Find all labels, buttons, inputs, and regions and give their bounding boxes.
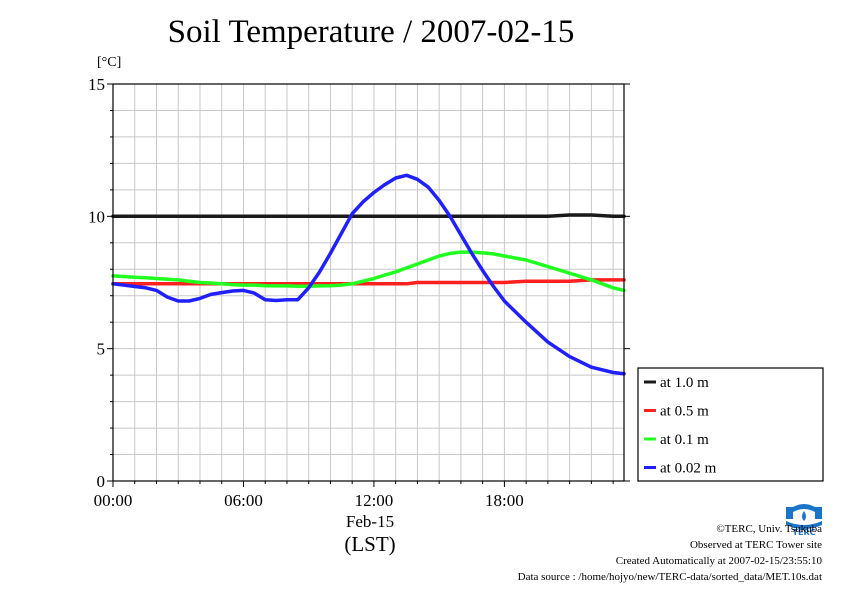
series-line: [111, 250, 626, 293]
svg-text:TERC: TERC: [793, 528, 816, 537]
x-date-label: Feb-15: [345, 512, 395, 531]
legend-label: at 1.0 m: [660, 375, 709, 391]
credit-observed: Observed at TERC Tower site: [689, 539, 822, 551]
legend-label: at 0.5 m: [660, 404, 709, 420]
series-line: [111, 213, 626, 219]
x-tick-label: 18:00: [485, 491, 524, 510]
y-unit-label: [°C]: [97, 55, 122, 70]
y-tick-label: 10: [88, 207, 105, 226]
y-tick-label: 15: [88, 75, 105, 94]
series-line: [111, 173, 626, 376]
y-tick-label: 5: [97, 340, 106, 359]
series-lines: [111, 173, 626, 376]
plot-frame: [112, 83, 625, 482]
axis-ticks: 0 5 10 15 00:00 06:00 12:00 18:00: [88, 75, 630, 510]
x-tick-label: 06:00: [224, 491, 263, 510]
legend-box: [637, 367, 824, 482]
credit-source: Data source : /home/hojyo/new/TERC-data/…: [517, 571, 822, 583]
credit-copyright: ©TERC, Univ. Tsukuba: [716, 523, 822, 535]
x-tick-label: 12:00: [355, 491, 394, 510]
terc-logo-icon: TERC: [784, 503, 824, 537]
credits-block: ©TERC, Univ. Tsukuba Observed at TERC To…: [518, 521, 822, 585]
credit-created: Created Automatically at 2007-02-15/23:5…: [615, 555, 822, 567]
chart-title: Soil Temperature / 2007-02-15: [167, 14, 575, 50]
legend: at 1.0 m at 0.5 m at 0.1 m at 0.02 m: [637, 367, 824, 482]
y-tick-label: 0: [97, 472, 106, 491]
x-tick-label: 00:00: [94, 491, 133, 510]
legend-label: at 0.1 m: [660, 432, 709, 448]
legend-label: at 0.02 m: [660, 461, 717, 477]
x-unit-label: (LST): [344, 532, 396, 556]
